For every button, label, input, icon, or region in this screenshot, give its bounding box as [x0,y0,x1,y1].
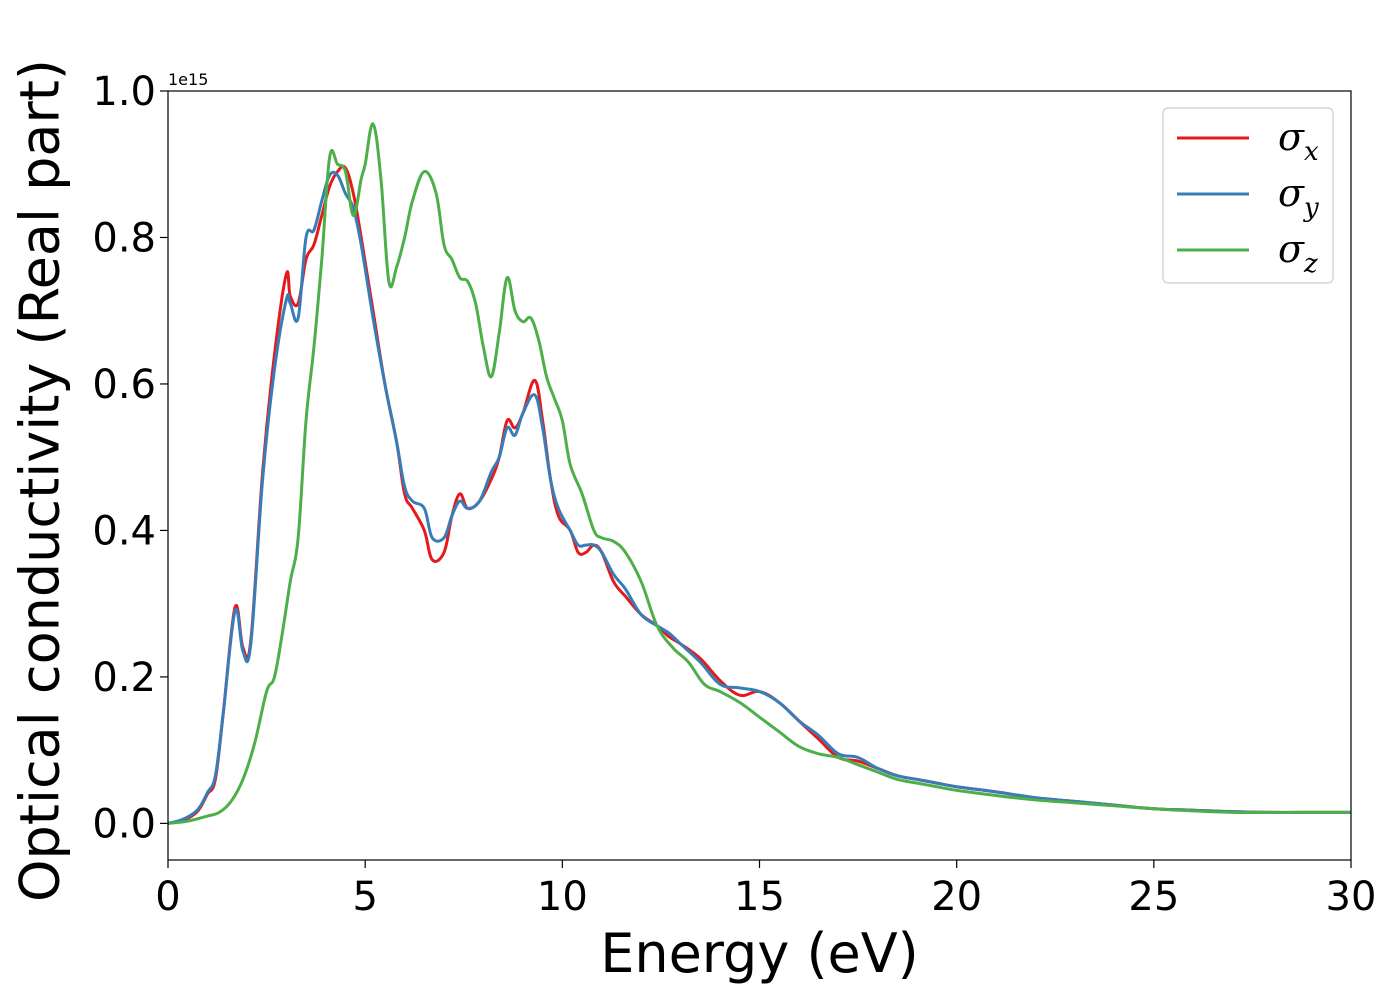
y-tick-label: 0.0 [92,801,156,847]
legend-symbol: σ [1278,115,1305,159]
legend-subscript: y [1303,193,1319,223]
series-layer [168,122,1351,825]
x-axis-label: Energy (eV) [600,922,919,985]
series-line-z [168,122,1351,825]
x-tick-label: 30 [1326,874,1377,920]
x-tick-label: 0 [155,874,180,920]
x-tick-label: 20 [931,874,982,920]
legend-subscript: z [1303,249,1318,279]
y-tick-label: 0.8 [92,215,156,261]
y-tick-label: 1.0 [92,69,156,115]
y-axis-offset-text: 1e15 [168,70,208,89]
legend-label-x: σx [1278,115,1319,167]
x-tick-label: 10 [537,874,588,920]
x-tick-label: 15 [734,874,785,920]
x-axis: 0 5 10 15 20 25 30 [155,860,1376,920]
legend-symbol: σ [1278,171,1305,215]
legend-symbol: σ [1278,227,1305,271]
x-tick-label: 5 [352,874,377,920]
y-axis-label: Optical conductivity (Real part) [9,59,72,902]
legend-subscript: x [1304,137,1319,167]
series-line-y [168,170,1351,825]
y-tick-label: 0.6 [92,362,156,408]
legend-label-z: σz [1278,227,1318,279]
y-tick-label: 0.4 [92,508,156,554]
legend-label-y: σy [1278,171,1319,223]
y-tick-label: 0.2 [92,655,156,701]
x-tick-label: 25 [1128,874,1179,920]
y-axis: 0.0 0.2 0.4 0.6 0.8 1.0 [92,69,168,847]
